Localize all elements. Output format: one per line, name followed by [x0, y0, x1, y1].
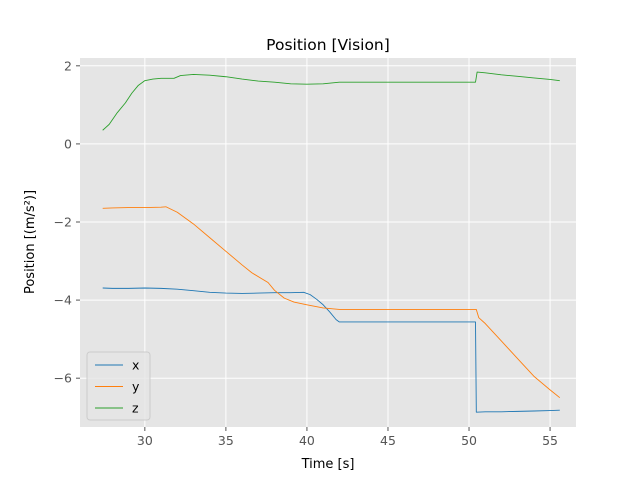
legend-label-y: y [132, 379, 140, 394]
series-layer [102, 71, 561, 413]
chart-title: Position [Vision] [266, 36, 390, 54]
x-tick-label: 40 [299, 433, 315, 448]
x-axis-label: Time [s] [301, 457, 355, 472]
legend: xyz [86, 351, 151, 421]
x-tick-label: 50 [461, 433, 477, 448]
plot-area [80, 58, 576, 427]
x-tick-label: 35 [218, 433, 234, 448]
y-tick-label: 2 [64, 58, 72, 73]
y-tick-label: −4 [54, 293, 72, 308]
x-tick-label: 30 [137, 433, 153, 448]
legend-label-x: x [132, 358, 139, 373]
series-line-x [102, 287, 560, 413]
y-axis-ticks: 2 0 −2 −4 −6 [54, 58, 80, 386]
x-tick-label: 55 [542, 433, 558, 448]
x-tick-label: 45 [380, 433, 396, 448]
x-axis-ticks: 30 35 40 45 50 55 [137, 427, 558, 448]
grid [80, 58, 576, 427]
legend-label-z: z [132, 401, 139, 416]
y-tick-label: 0 [64, 136, 72, 151]
series-line-z [102, 71, 560, 131]
y-tick-label: −2 [54, 215, 72, 230]
series-line-y [102, 206, 561, 399]
y-axis-label: Position [(m/s²)] [23, 190, 38, 294]
y-tick-label: −6 [54, 371, 72, 386]
